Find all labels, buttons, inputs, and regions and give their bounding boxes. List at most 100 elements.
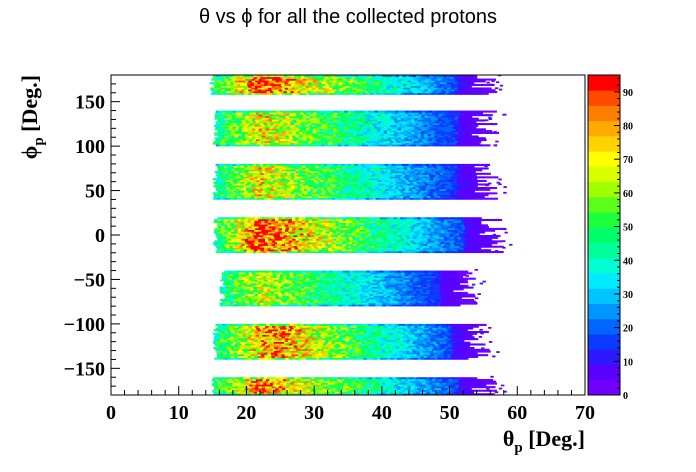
heatmap-cell <box>291 249 295 252</box>
heatmap-cell <box>229 110 233 113</box>
heatmap-cell <box>418 126 423 129</box>
heatmap-cell <box>353 80 358 83</box>
heatmap-cell <box>440 181 445 184</box>
heatmap-cell <box>245 171 249 174</box>
heatmap-cell <box>470 247 475 250</box>
heatmap-cell <box>430 236 434 239</box>
heatmap-cell <box>229 139 233 142</box>
heatmap-cell <box>298 195 302 198</box>
heatmap-cell <box>240 195 245 198</box>
heatmap-cell <box>466 172 471 175</box>
heatmap-cell <box>244 92 249 95</box>
heatmap-cell <box>496 81 500 84</box>
heatmap-cell <box>416 247 421 250</box>
heatmap-cell <box>396 165 401 168</box>
heatmap-cell <box>267 249 271 252</box>
heatmap-cell <box>446 242 451 245</box>
heatmap-cell <box>352 124 357 127</box>
heatmap-cell <box>358 247 363 250</box>
heatmap-cell <box>452 121 457 124</box>
heatmap-cell <box>368 123 373 126</box>
heatmap-cell <box>358 91 362 94</box>
heatmap-cell <box>319 131 324 134</box>
heatmap-cell <box>334 178 339 181</box>
heatmap-cell <box>450 82 454 85</box>
heatmap-cell <box>411 137 415 140</box>
heatmap-cell <box>444 169 449 172</box>
heatmap-cell <box>277 242 281 245</box>
heatmap-cell <box>270 82 275 85</box>
heatmap-cell <box>341 187 345 190</box>
heatmap-cell <box>320 233 325 236</box>
heatmap-cell <box>467 82 471 85</box>
heatmap-cell <box>260 172 264 175</box>
heatmap-cell <box>431 131 435 134</box>
heatmap-cell <box>392 82 397 85</box>
heatmap-cell <box>453 181 458 184</box>
heatmap-cell <box>296 126 301 129</box>
heatmap-cell <box>224 137 229 140</box>
heatmap-cell <box>430 176 435 179</box>
heatmap-cell <box>224 238 229 241</box>
heatmap-cell <box>327 112 331 115</box>
heatmap-cell <box>261 238 266 241</box>
heatmap-cell <box>332 238 337 241</box>
heatmap-cell <box>495 140 499 143</box>
heatmap-cell <box>489 251 494 254</box>
heatmap-cell <box>337 91 342 94</box>
heatmap-cell <box>305 176 309 179</box>
heatmap-cell <box>366 130 371 133</box>
heatmap-cell <box>360 169 364 172</box>
heatmap-cell <box>284 82 289 85</box>
heatmap-cell <box>219 172 224 175</box>
heatmap-cell <box>449 172 454 175</box>
heatmap-cell <box>317 142 322 145</box>
heatmap-cell <box>321 123 325 126</box>
heatmap-cell <box>220 82 224 85</box>
heatmap-cell <box>240 236 245 239</box>
heatmap-cell <box>219 249 224 252</box>
heatmap-cell <box>426 195 431 198</box>
heatmap-cell <box>474 238 479 241</box>
heatmap-cell <box>369 87 374 90</box>
heatmap-cell <box>234 85 239 88</box>
heatmap-cell <box>216 249 221 252</box>
heatmap-cell <box>415 192 420 195</box>
heatmap-cell <box>362 140 367 143</box>
heatmap-cell <box>259 121 264 124</box>
heatmap-cell <box>248 135 252 138</box>
heatmap-cell <box>368 91 372 94</box>
heatmap-cell <box>327 121 331 124</box>
heatmap-cell <box>273 75 278 78</box>
heatmap-cell <box>219 75 224 78</box>
heatmap-cell <box>282 171 287 174</box>
heatmap-cell <box>426 242 430 245</box>
heatmap-cell <box>355 249 360 252</box>
heatmap-cell <box>465 137 470 140</box>
heatmap-cell <box>218 251 223 254</box>
heatmap-cell <box>227 165 231 168</box>
heatmap-cell <box>314 178 319 181</box>
heatmap-cell <box>391 179 396 182</box>
heatmap-cell <box>234 89 239 92</box>
heatmap-cell <box>387 171 392 174</box>
heatmap-cell <box>391 245 396 248</box>
heatmap-cell <box>375 75 379 78</box>
heatmap-cell <box>309 119 314 122</box>
heatmap-cell <box>478 194 482 197</box>
heatmap-cell <box>273 76 278 79</box>
heatmap-cell <box>342 195 346 198</box>
heatmap-cell <box>308 167 313 170</box>
heatmap-cell <box>314 142 318 145</box>
heatmap-cell <box>456 144 461 147</box>
heatmap-cell <box>451 119 456 122</box>
heatmap-cell <box>300 139 304 142</box>
heatmap-cell <box>400 171 405 174</box>
heatmap-cell <box>370 115 375 118</box>
heatmap-cell <box>232 245 237 248</box>
heatmap-cell <box>309 130 313 133</box>
heatmap-cell <box>295 119 300 122</box>
heatmap-cell <box>405 178 410 181</box>
heatmap-cell <box>220 83 224 86</box>
heatmap-cell <box>419 82 424 85</box>
